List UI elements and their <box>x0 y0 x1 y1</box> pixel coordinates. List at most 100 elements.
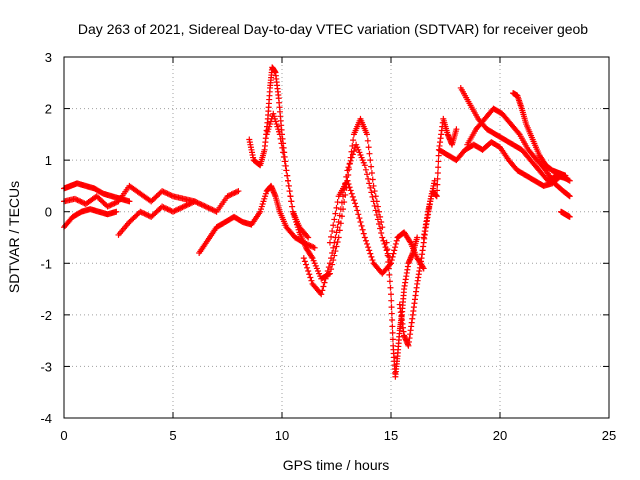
data-point <box>377 225 384 232</box>
data-point <box>160 204 167 211</box>
data-point <box>388 257 395 264</box>
data-point <box>144 211 151 218</box>
data-point <box>333 243 340 250</box>
data-point <box>325 264 332 271</box>
data-point <box>435 152 442 159</box>
data-point <box>277 135 284 142</box>
data-point <box>361 162 368 169</box>
x-axis-ticks: 0 5 10 15 20 25 <box>60 57 616 443</box>
data-point <box>365 144 372 151</box>
data-point <box>326 260 333 267</box>
data-point <box>307 242 314 249</box>
data-point <box>345 180 352 187</box>
data-point <box>358 222 365 229</box>
data-point <box>385 265 392 272</box>
data-point <box>345 164 352 171</box>
data-point <box>347 187 354 194</box>
data-point <box>332 234 339 241</box>
data-point <box>372 207 379 214</box>
data-point <box>362 237 369 244</box>
data-point <box>364 137 371 144</box>
data-point <box>302 261 309 268</box>
data-point <box>183 202 190 209</box>
data-point <box>388 260 394 267</box>
data-point <box>137 208 144 215</box>
data-point <box>231 190 238 197</box>
data-point <box>335 219 342 226</box>
data-point <box>366 247 373 254</box>
series-track-8 <box>300 141 394 298</box>
data-point <box>420 265 427 272</box>
data-point <box>199 202 206 209</box>
data-point <box>276 131 283 138</box>
x-tick-label: 25 <box>602 428 616 443</box>
data-point <box>389 336 396 343</box>
data-point <box>186 200 193 207</box>
data-point <box>74 197 81 204</box>
data-point <box>347 157 354 164</box>
data-point <box>370 198 377 205</box>
data-point <box>189 199 196 206</box>
data-point <box>225 192 232 199</box>
x-tick-label: 10 <box>275 428 289 443</box>
data-point <box>389 253 396 260</box>
data-point <box>346 184 353 191</box>
data-point <box>360 230 367 237</box>
data-point <box>386 271 393 278</box>
y-tick-label: 2 <box>45 102 52 117</box>
data-point <box>289 203 296 210</box>
data-point <box>171 208 178 215</box>
data-point <box>355 211 362 218</box>
data-point <box>334 199 341 206</box>
data-point <box>71 195 78 202</box>
data-point <box>194 199 201 206</box>
data-point <box>164 206 171 213</box>
data-point <box>163 205 170 212</box>
data-point <box>332 248 339 255</box>
y-tick-label: 3 <box>45 50 52 65</box>
data-point <box>352 200 359 207</box>
x-axis-title: GPS time / hours <box>283 457 390 473</box>
data-point <box>350 197 357 204</box>
data-point <box>164 190 171 197</box>
data-point <box>284 172 291 179</box>
data-point <box>320 283 327 290</box>
data-point <box>308 253 315 260</box>
data-point <box>365 244 372 251</box>
data-point <box>359 226 366 233</box>
data-point <box>286 188 293 195</box>
series-track-4 <box>115 198 198 238</box>
data-point <box>389 329 396 336</box>
data-point <box>110 200 117 207</box>
data-point <box>319 287 326 294</box>
data-point <box>371 202 378 209</box>
series-track-1 <box>61 182 242 215</box>
data-point <box>349 193 356 200</box>
data-point <box>111 200 118 207</box>
series-track-2 <box>61 180 133 205</box>
data-point <box>287 193 294 200</box>
y-tick-label: -1 <box>40 256 52 271</box>
data-point <box>364 240 371 247</box>
data-point <box>357 219 364 226</box>
data-point <box>310 244 317 251</box>
data-point <box>108 201 115 208</box>
data-point <box>311 244 318 251</box>
data-point <box>368 170 375 177</box>
data-point <box>307 274 314 281</box>
data-point <box>321 279 328 286</box>
data-point <box>160 188 167 195</box>
series-track-15 <box>464 105 573 200</box>
data-point <box>390 250 397 257</box>
data-point <box>232 189 239 196</box>
data-point <box>191 198 198 205</box>
data-point <box>372 193 379 200</box>
data-point <box>384 246 391 253</box>
data-point <box>373 211 380 218</box>
data-point <box>334 224 341 231</box>
data-point <box>306 271 313 278</box>
x-tick-label: 15 <box>384 428 398 443</box>
data-point <box>175 206 182 213</box>
data-point <box>332 210 339 217</box>
data-point <box>105 202 112 209</box>
